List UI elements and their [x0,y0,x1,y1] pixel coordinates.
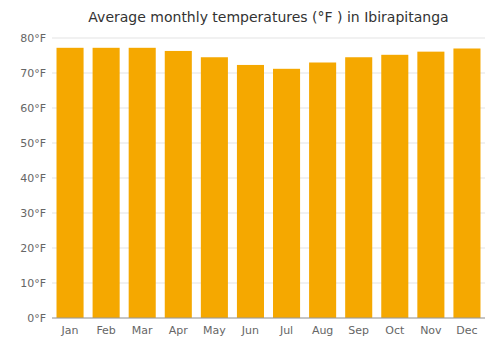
x-tick-label: Apr [169,324,189,337]
bars [57,48,481,318]
chart-container: Average monthly temperatures (°F ) in Ib… [0,0,500,350]
y-tick-label: 70°F [20,67,46,80]
y-tick-label: 30°F [20,207,46,220]
x-tick-label: Mar [132,324,153,337]
x-tick-label: Jan [61,324,79,337]
y-tick-label: 20°F [20,242,46,255]
bar [309,63,336,319]
y-tick-label: 80°F [20,32,46,45]
grid-line [52,38,485,39]
bar [57,48,84,318]
bar [93,48,120,318]
bar [381,55,408,318]
bar [453,49,480,319]
title: Average monthly temperatures (°F ) in Ib… [88,9,448,25]
x-tick-label: Oct [385,324,405,337]
x-tick-label: Sep [348,324,369,337]
y-tick-label: 10°F [20,277,46,290]
bar [165,51,192,318]
x-tick-label: Feb [96,324,115,337]
x-axis-line [52,318,485,319]
bar [345,57,372,318]
y-tick-label: 50°F [20,137,46,150]
x-tick-label: Aug [312,324,333,337]
x-tick-label: May [203,324,226,337]
x-tick-label: Jun [241,324,259,337]
bar [237,65,264,318]
bar [417,52,444,318]
bar [129,48,156,318]
x-tick-label: Dec [456,324,477,337]
y-tick-label: 40°F [20,172,46,185]
y-tick-label: 60°F [20,102,46,115]
y-tick-label: 0°F [27,312,46,325]
chart-svg: Average monthly temperatures (°F ) in Ib… [0,0,500,350]
bar [273,69,300,318]
bar [201,57,228,318]
grid-line [52,318,485,319]
x-tick-label: Nov [420,324,442,337]
x-tick-label: Jul [279,324,293,337]
